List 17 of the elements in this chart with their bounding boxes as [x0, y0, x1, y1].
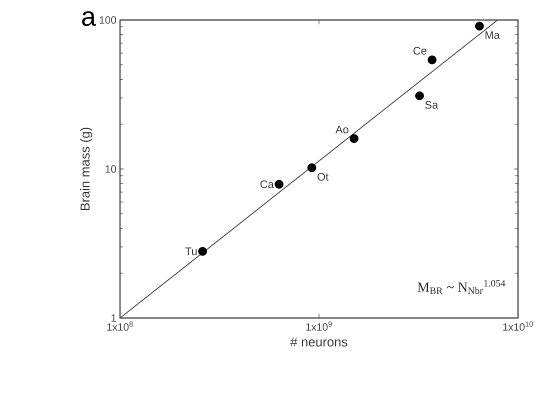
annotation: Sa — [425, 101, 438, 109]
text: a — [82, 11, 96, 26]
x-tick-label: 1x10$^{8}$ — [107, 322, 133, 331]
x-tick-label: 1x10$^{10}$ — [503, 322, 533, 331]
y-axis-title: Brain mass (g) — [80, 128, 92, 210]
y-tick-label: 100 — [100, 16, 116, 24]
annotation: Ma — [486, 31, 500, 39]
y-tick-label: 1 — [111, 314, 116, 322]
annotation: Ao — [335, 126, 348, 134]
x-axis-title: # neurons — [290, 338, 348, 347]
annotation: Ca — [260, 180, 274, 188]
annotation: Ot — [318, 172, 329, 181]
annotation: Ce — [413, 46, 426, 55]
annotation: Tu — [185, 248, 197, 256]
annotation: M$_{BR}$ ~ N$_{Nbr}$1.054 — [418, 280, 506, 294]
y-tick-label: 10 — [106, 165, 116, 173]
x-tick-label: 1x10$^{9}$ — [306, 322, 332, 331]
